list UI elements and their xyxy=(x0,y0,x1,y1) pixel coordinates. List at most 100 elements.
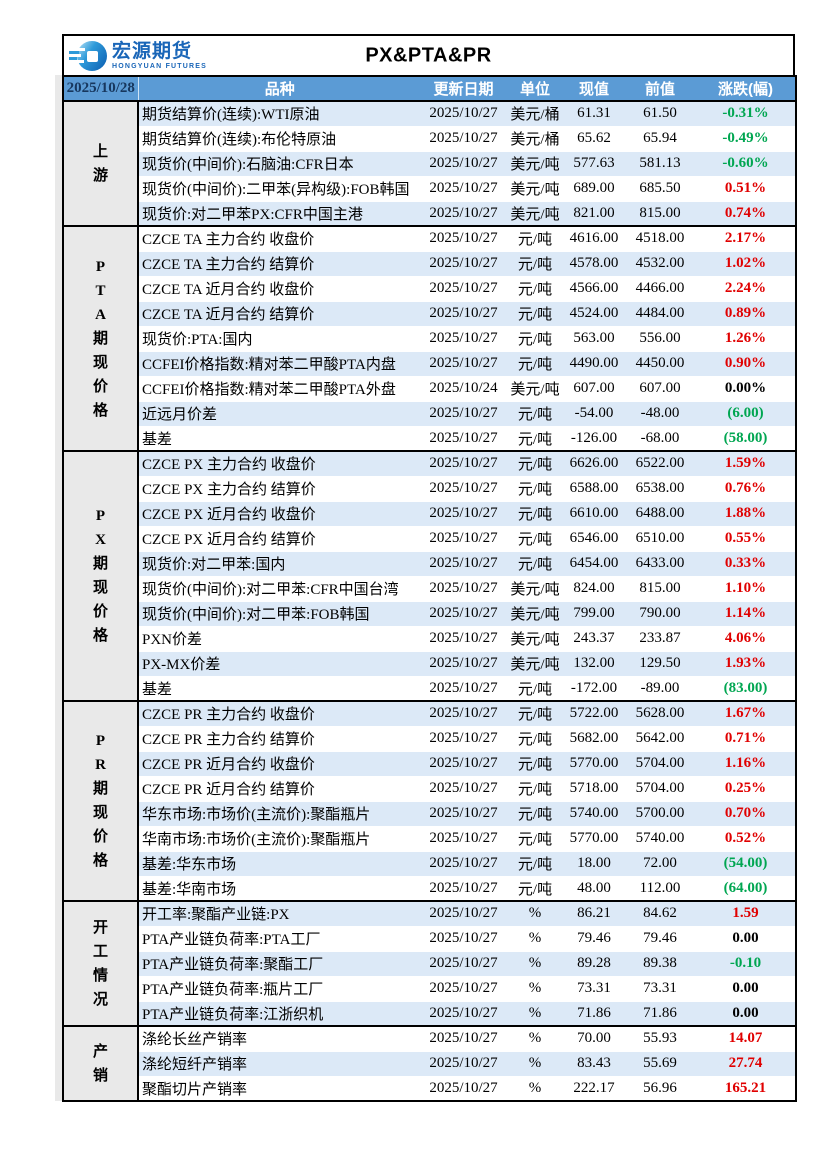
cell-prev: 607.00 xyxy=(624,375,696,401)
price-table: 2025/10/28 品种 更新日期 单位 现值 前值 涨跌(幅) 上游期货结算… xyxy=(62,75,797,1102)
cell-chg: 1.10% xyxy=(696,575,796,601)
report-date: 2025/10/28 xyxy=(63,76,139,102)
cell-name: PXN价差 xyxy=(138,625,421,651)
cell-name: 期货结算价(连续):WTI原油 xyxy=(138,100,421,126)
cell-cur: 18.00 xyxy=(564,850,624,876)
cell-cur: 824.00 xyxy=(564,575,624,601)
cell-prev: 6488.00 xyxy=(624,500,696,526)
cell-prev: 89.38 xyxy=(624,950,696,976)
cell-name: 基差:华东市场 xyxy=(138,850,421,876)
cell-chg: 1.67% xyxy=(696,700,796,726)
cell-cur: -172.00 xyxy=(564,675,624,701)
cell-chg: 0.25% xyxy=(696,775,796,801)
cell-cur: 48.00 xyxy=(564,875,624,901)
cell-date: 2025/10/27 xyxy=(421,350,506,376)
cell-unit: 美元/吨 xyxy=(506,650,564,676)
cell-prev: 815.00 xyxy=(624,575,696,601)
cell-unit: 美元/吨 xyxy=(506,150,564,176)
cell-name: 基差:华南市场 xyxy=(138,875,421,901)
cell-prev: 5704.00 xyxy=(624,775,696,801)
cell-prev: -68.00 xyxy=(624,425,696,451)
left-margin-strip xyxy=(55,75,62,1101)
cell-unit: 元/吨 xyxy=(506,750,564,776)
cell-name: CZCE PR 主力合约 结算价 xyxy=(138,725,421,751)
cell-prev: 581.13 xyxy=(624,150,696,176)
cell-name: PTA产业链负荷率:江浙织机 xyxy=(138,1000,421,1026)
cell-chg: 1.88% xyxy=(696,500,796,526)
report-title: PX&PTA&PR xyxy=(365,44,492,66)
table-row: 现货价(中间价):二甲苯(异构级):FOB韩国 2025/10/27 美元/吨 689… xyxy=(63,175,796,201)
table-row: 现货价(中间价):对二甲苯:CFR中国台湾 2025/10/27 美元/吨 824.0… xyxy=(63,575,796,601)
cell-date: 2025/10/27 xyxy=(421,1050,506,1076)
table-row: 开工情况开工率:聚酯产业链:PX 2025/10/27% 86.21 84.62 1.5… xyxy=(63,900,796,1026)
cell-name: 现货价:PTA:国内 xyxy=(138,325,421,351)
cell-cur: 689.00 xyxy=(564,175,624,201)
cell-cur: 6454.00 xyxy=(564,550,624,576)
cell-chg: 0.90% xyxy=(696,350,796,376)
table-row: 现货价:PTA:国内 2025/10/27 元/吨 563.00 556.00 1.26% xyxy=(63,325,796,351)
cell-date: 2025/10/27 xyxy=(421,875,506,901)
cell-cur: 222.17 xyxy=(564,1075,624,1101)
cell-unit: % xyxy=(506,975,564,1001)
cell-name: 现货价(中间价):石脑油:CFR日本 xyxy=(138,150,421,176)
table-row: CZCE PR 近月合约 结算价 2025/10/27 元/吨 5718.00 5704… xyxy=(63,775,796,801)
report-title-block: 宏源期货 HONGYUAN FUTURES PX&PTA&PR xyxy=(62,34,795,75)
cell-prev: 79.46 xyxy=(624,925,696,951)
cell-chg: 0.00 xyxy=(696,1000,796,1026)
table-row: 涤纶短纤产销率 2025/10/27% 83.43 55.69 27.74 xyxy=(63,1050,796,1076)
cell-chg: 0.52% xyxy=(696,825,796,851)
cell-unit: 美元/吨 xyxy=(506,625,564,651)
cell-cur: 86.21 xyxy=(564,900,624,926)
cell-name: 华南市场:市场价(主流价):聚酯瓶片 xyxy=(138,825,421,851)
cell-name: 基差 xyxy=(138,425,421,451)
table-row: P T A 期现价格 CZCE TA 主力合约 收盘价 2025/10/27 元/吨 4616… xyxy=(63,225,796,451)
table-row: CCFEI价格指数:精对苯二甲酸PTA外盘 2025/10/24 美元/吨 607.0… xyxy=(63,375,796,401)
table-row: CZCE PX 主力合约 结算价 2025/10/27 元/吨 6588.00 6538… xyxy=(63,475,796,501)
cell-cur: 4490.00 xyxy=(564,350,624,376)
cell-unit: 元/吨 xyxy=(506,250,564,276)
cell-date: 2025/10/27 xyxy=(421,800,506,826)
cell-chg: 1.02% xyxy=(696,250,796,276)
cell-chg: (6.00) xyxy=(696,400,796,426)
cell-unit: % xyxy=(506,1075,564,1101)
cell-chg: 27.74 xyxy=(696,1050,796,1076)
cell-unit: 美元/吨 xyxy=(506,375,564,401)
cell-cur: 6626.00 xyxy=(564,450,624,476)
table-row: PTA产业链负荷率:瓶片工厂 2025/10/27% 73.31 73.31 0.00 xyxy=(63,975,796,1001)
cell-unit: % xyxy=(506,1000,564,1026)
cell-cur: 821.00 xyxy=(564,200,624,226)
cell-date: 2025/10/27 xyxy=(421,475,506,501)
cell-cur: 83.43 xyxy=(564,1050,624,1076)
table-row: P R 期现价格 CZCE PR 主力合约 收盘价 2025/10/27 元/吨 5722.… xyxy=(63,700,796,901)
cell-date: 2025/10/27 xyxy=(421,900,506,926)
table-row: 现货价(中间价):对二甲苯:FOB韩国 2025/10/27 美元/吨 799.00 7… xyxy=(63,600,796,626)
cell-name: CZCE PR 近月合约 结算价 xyxy=(138,775,421,801)
cell-prev: 685.50 xyxy=(624,175,696,201)
cell-prev: 5642.00 xyxy=(624,725,696,751)
cell-prev: 4518.00 xyxy=(624,225,696,251)
cell-date: 2025/10/27 xyxy=(421,325,506,351)
cell-cur: 5682.00 xyxy=(564,725,624,751)
cell-date: 2025/10/27 xyxy=(421,675,506,701)
cell-prev: 4532.00 xyxy=(624,250,696,276)
table-row: 近远月价差 2025/10/27 元/吨 -54.00 -48.00 (6.00) xyxy=(63,400,796,426)
table-row: CZCE TA 近月合约 收盘价 2025/10/27 元/吨 4566.00 4466… xyxy=(63,275,796,301)
report: 宏源期货 HONGYUAN FUTURES PX&PTA&PR 2025/10/… xyxy=(62,34,797,1102)
table-row: 产销涤纶长丝产销率 2025/10/27% 70.00 55.93 14.07 xyxy=(63,1025,796,1101)
cell-prev: 129.50 xyxy=(624,650,696,676)
cell-cur: 607.00 xyxy=(564,375,624,401)
cell-cur: 6610.00 xyxy=(564,500,624,526)
cell-date: 2025/10/27 xyxy=(421,1000,506,1026)
cell-name: CZCE TA 主力合约 结算价 xyxy=(138,250,421,276)
cell-chg: 1.59% xyxy=(696,450,796,476)
cell-date: 2025/10/27 xyxy=(421,525,506,551)
cell-unit: 元/吨 xyxy=(506,300,564,326)
cell-chg: 0.55% xyxy=(696,525,796,551)
cell-cur: 5770.00 xyxy=(564,825,624,851)
cell-cur: 6588.00 xyxy=(564,475,624,501)
table-header-row: 2025/10/28 品种 更新日期 单位 现值 前值 涨跌(幅) xyxy=(63,76,796,102)
cell-chg: 1.14% xyxy=(696,600,796,626)
